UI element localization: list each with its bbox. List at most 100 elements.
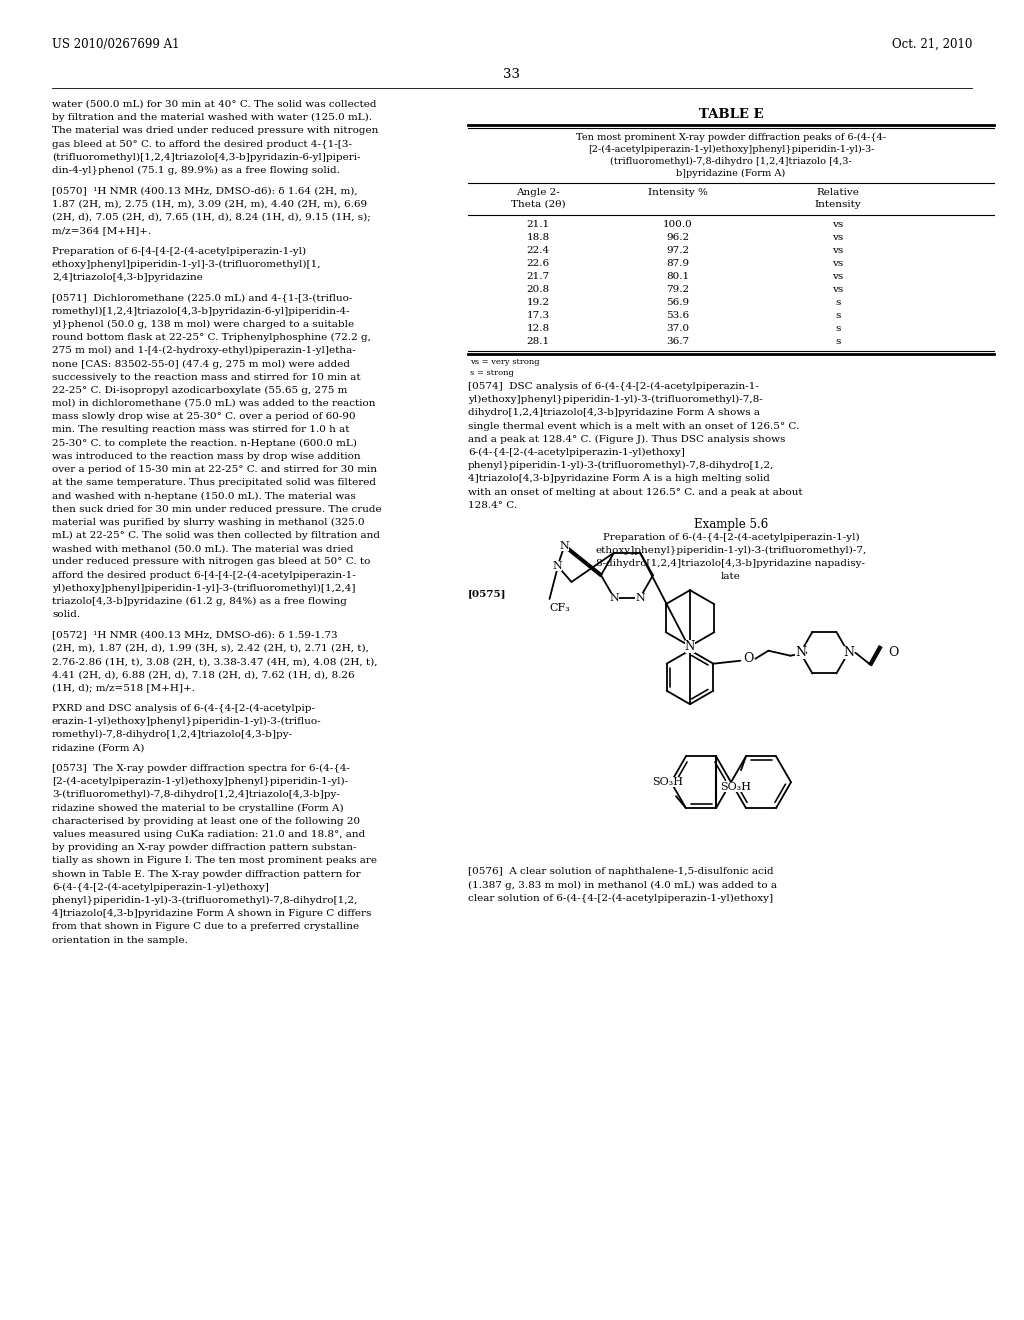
Text: romethyl)[1,2,4]triazolo[4,3-b]pyridazin-6-yl]piperidin-4-: romethyl)[1,2,4]triazolo[4,3-b]pyridazin… — [52, 306, 350, 315]
Text: 6-(4-{4-[2-(4-acetylpiperazin-1-yl)ethoxy]: 6-(4-{4-[2-(4-acetylpiperazin-1-yl)ethox… — [468, 447, 685, 457]
Text: vs: vs — [833, 285, 844, 294]
Text: s: s — [836, 337, 841, 346]
Text: Intensity %: Intensity % — [648, 187, 708, 197]
Text: 17.3: 17.3 — [526, 312, 550, 319]
Text: 6-(4-{4-[2-(4-acetylpiperazin-1-yl)ethoxy]: 6-(4-{4-[2-(4-acetylpiperazin-1-yl)ethox… — [52, 883, 269, 892]
Text: (trifluoromethyl)[1,2,4]triazolo[4,3-b]pyridazin-6-yl]piperi-: (trifluoromethyl)[1,2,4]triazolo[4,3-b]p… — [52, 153, 360, 162]
Text: 28.1: 28.1 — [526, 337, 550, 346]
Text: Preparation of 6-[4-[4-[2-(4-acetylpiperazin-1-yl): Preparation of 6-[4-[4-[2-(4-acetylpiper… — [52, 247, 306, 256]
Text: 22.6: 22.6 — [526, 259, 550, 268]
Text: washed with methanol (50.0 mL). The material was dried: washed with methanol (50.0 mL). The mate… — [52, 544, 353, 553]
Text: N: N — [685, 640, 695, 652]
Text: vs: vs — [833, 246, 844, 255]
Text: 53.6: 53.6 — [667, 312, 689, 319]
Text: [2-(4-acetylpiperazin-1-yl)ethoxy]phenyl}piperidin-1-yl)-: [2-(4-acetylpiperazin-1-yl)ethoxy]phenyl… — [52, 777, 348, 787]
Text: 8-dihydro[1,2,4]triazolo[4,3-b]pyridazine napadisy-: 8-dihydro[1,2,4]triazolo[4,3-b]pyridazin… — [597, 558, 865, 568]
Text: Theta (2θ): Theta (2θ) — [511, 201, 565, 209]
Text: min. The resulting reaction mass was stirred for 1.0 h at: min. The resulting reaction mass was sti… — [52, 425, 349, 434]
Text: [2-(4-acetylpiperazin-1-yl)ethoxy]phenyl}piperidin-1-yl)-3-: [2-(4-acetylpiperazin-1-yl)ethoxy]phenyl… — [588, 145, 874, 154]
Text: mass slowly drop wise at 25-30° C. over a period of 60-90: mass slowly drop wise at 25-30° C. over … — [52, 412, 355, 421]
Text: phenyl}piperidin-1-yl)-3-(trifluoromethyl)-7,8-dihydro[1,2,: phenyl}piperidin-1-yl)-3-(trifluoromethy… — [468, 461, 774, 470]
Text: then suck dried for 30 min under reduced pressure. The crude: then suck dried for 30 min under reduced… — [52, 504, 382, 513]
Text: (1.387 g, 3.83 m mol) in methanol (4.0 mL) was added to a: (1.387 g, 3.83 m mol) in methanol (4.0 m… — [468, 880, 777, 890]
Text: Oct. 21, 2010: Oct. 21, 2010 — [892, 38, 972, 51]
Text: 20.8: 20.8 — [526, 285, 550, 294]
Text: [0573]  The X-ray powder diffraction spectra for 6-(4-{4-: [0573] The X-ray powder diffraction spec… — [52, 764, 350, 774]
Text: 1.87 (2H, m), 2.75 (1H, m), 3.09 (2H, m), 4.40 (2H, m), 6.69: 1.87 (2H, m), 2.75 (1H, m), 3.09 (2H, m)… — [52, 199, 368, 209]
Text: 79.2: 79.2 — [667, 285, 689, 294]
Text: vs: vs — [833, 234, 844, 242]
Text: [0570]  ¹H NMR (400.13 MHz, DMSO-d6): δ 1.64 (2H, m),: [0570] ¹H NMR (400.13 MHz, DMSO-d6): δ 1… — [52, 186, 357, 195]
Text: (2H, d), 7.05 (2H, d), 7.65 (1H, d), 8.24 (1H, d), 9.15 (1H, s);: (2H, d), 7.05 (2H, d), 7.65 (1H, d), 8.2… — [52, 213, 371, 222]
Text: 22-25° C. Di-isopropyl azodicarboxylate (55.65 g, 275 m: 22-25° C. Di-isopropyl azodicarboxylate … — [52, 385, 347, 395]
Text: SO₃H: SO₃H — [721, 783, 752, 792]
Text: and a peak at 128.4° C. (Figure J). Thus DSC analysis shows: and a peak at 128.4° C. (Figure J). Thus… — [468, 434, 785, 444]
Text: none [CAS: 83502-55-0] (47.4 g, 275 m mol) were added: none [CAS: 83502-55-0] (47.4 g, 275 m mo… — [52, 359, 350, 368]
Text: tially as shown in Figure I. The ten most prominent peaks are: tially as shown in Figure I. The ten mos… — [52, 857, 377, 866]
Text: 2,4]triazolo[4,3-b]pyridazine: 2,4]triazolo[4,3-b]pyridazine — [52, 273, 203, 282]
Text: dihydro[1,2,4]triazolo[4,3-b]pyridazine Form A shows a: dihydro[1,2,4]triazolo[4,3-b]pyridazine … — [468, 408, 760, 417]
Text: 4]triazolo[4,3-b]pyridazine Form A shown in Figure C differs: 4]triazolo[4,3-b]pyridazine Form A shown… — [52, 909, 372, 919]
Text: [0575]: [0575] — [468, 589, 507, 598]
Text: (trifluoromethyl)-7,8-dihydro [1,2,4]triazolo [4,3-: (trifluoromethyl)-7,8-dihydro [1,2,4]tri… — [610, 157, 852, 166]
Text: O: O — [743, 652, 754, 665]
Text: triazolo[4,3-b]pyridazine (61.2 g, 84%) as a free flowing: triazolo[4,3-b]pyridazine (61.2 g, 84%) … — [52, 597, 347, 606]
Text: shown in Table E. The X-ray powder diffraction pattern for: shown in Table E. The X-ray powder diffr… — [52, 870, 360, 879]
Text: at the same temperature. Thus precipitated solid was filtered: at the same temperature. Thus precipitat… — [52, 478, 376, 487]
Text: O: O — [889, 647, 899, 659]
Text: Relative: Relative — [816, 187, 859, 197]
Text: 21.1: 21.1 — [526, 220, 550, 228]
Text: 96.2: 96.2 — [667, 234, 689, 242]
Text: 97.2: 97.2 — [667, 246, 689, 255]
Text: s: s — [836, 323, 841, 333]
Text: vs: vs — [833, 259, 844, 268]
Text: PXRD and DSC analysis of 6-(4-{4-[2-(4-acetylpip-: PXRD and DSC analysis of 6-(4-{4-[2-(4-a… — [52, 704, 315, 713]
Text: yl)ethoxy]phenyl]piperidin-1-yl]-3-(trifluoromethyl)[1,2,4]: yl)ethoxy]phenyl]piperidin-1-yl]-3-(trif… — [52, 583, 355, 593]
Text: 3-(trifluoromethyl)-7,8-dihydro[1,2,4]triazolo[4,3-b]py-: 3-(trifluoromethyl)-7,8-dihydro[1,2,4]tr… — [52, 791, 340, 800]
Text: N: N — [843, 647, 854, 659]
Text: 56.9: 56.9 — [667, 298, 689, 308]
Text: 33: 33 — [504, 69, 520, 81]
Text: ridazine showed the material to be crystalline (Form A): ridazine showed the material to be cryst… — [52, 804, 344, 813]
Text: ethoxy]phenyl]piperidin-1-yl]-3-(trifluoromethyl)[1,: ethoxy]phenyl]piperidin-1-yl]-3-(trifluo… — [52, 260, 322, 269]
Text: 25-30° C. to complete the reaction. n-Heptane (600.0 mL): 25-30° C. to complete the reaction. n-He… — [52, 438, 357, 447]
Text: round bottom flask at 22-25° C. Triphenylphosphine (72.2 g,: round bottom flask at 22-25° C. Tripheny… — [52, 333, 371, 342]
Text: mL) at 22-25° C. The solid was then collected by filtration and: mL) at 22-25° C. The solid was then coll… — [52, 531, 380, 540]
Text: by providing an X-ray powder diffraction pattern substan-: by providing an X-ray powder diffraction… — [52, 843, 356, 853]
Text: TABLE E: TABLE E — [698, 108, 763, 121]
Text: [0572]  ¹H NMR (400.13 MHz, DMSO-d6): δ 1.59-1.73: [0572] ¹H NMR (400.13 MHz, DMSO-d6): δ 1… — [52, 631, 338, 640]
Text: Ten most prominent X-ray powder diffraction peaks of 6-(4-{4-: Ten most prominent X-ray powder diffract… — [575, 133, 886, 143]
Text: clear solution of 6-(4-{4-[2-(4-acetylpiperazin-1-yl)ethoxy]: clear solution of 6-(4-{4-[2-(4-acetylpi… — [468, 894, 773, 903]
Text: 275 m mol) and 1-[4-(2-hydroxy-ethyl)piperazin-1-yl]etha-: 275 m mol) and 1-[4-(2-hydroxy-ethyl)pip… — [52, 346, 355, 355]
Text: 4]triazolo[4,3-b]pyridazine Form A is a high melting solid: 4]triazolo[4,3-b]pyridazine Form A is a … — [468, 474, 770, 483]
Text: yl}phenol (50.0 g, 138 m mol) were charged to a suitable: yl}phenol (50.0 g, 138 m mol) were charg… — [52, 319, 354, 329]
Text: (1H, d); m/z=518 [M+H]+.: (1H, d); m/z=518 [M+H]+. — [52, 684, 195, 693]
Text: water (500.0 mL) for 30 min at 40° C. The solid was collected: water (500.0 mL) for 30 min at 40° C. Th… — [52, 100, 377, 110]
Text: ethoxy]phenyl}piperidin-1-yl)-3-(trifluoromethyl)-7,: ethoxy]phenyl}piperidin-1-yl)-3-(trifluo… — [595, 546, 866, 556]
Text: [0571]  Dichloromethane (225.0 mL) and 4-{1-[3-(trifluo-: [0571] Dichloromethane (225.0 mL) and 4-… — [52, 293, 352, 302]
Text: 21.7: 21.7 — [526, 272, 550, 281]
Text: b]pyridazine (Form A): b]pyridazine (Form A) — [677, 169, 785, 178]
Text: 128.4° C.: 128.4° C. — [468, 500, 517, 510]
Text: 18.8: 18.8 — [526, 234, 550, 242]
Text: yl)ethoxy]phenyl}piperidin-1-yl)-3-(trifluoromethyl)-7,8-: yl)ethoxy]phenyl}piperidin-1-yl)-3-(trif… — [468, 395, 763, 404]
Text: The material was dried under reduced pressure with nitrogen: The material was dried under reduced pre… — [52, 127, 379, 136]
Text: romethyl)-7,8-dihydro[1,2,4]triazolo[4,3-b]py-: romethyl)-7,8-dihydro[1,2,4]triazolo[4,3… — [52, 730, 293, 739]
Text: ridazine (Form A): ridazine (Form A) — [52, 743, 144, 752]
Text: successively to the reaction mass and stirred for 10 min at: successively to the reaction mass and st… — [52, 372, 360, 381]
Text: was introduced to the reaction mass by drop wise addition: was introduced to the reaction mass by d… — [52, 451, 360, 461]
Text: 12.8: 12.8 — [526, 323, 550, 333]
Text: solid.: solid. — [52, 610, 80, 619]
Text: values measured using CuKa radiation: 21.0 and 18.8°, and: values measured using CuKa radiation: 21… — [52, 830, 366, 840]
Text: single thermal event which is a melt with an onset of 126.5° C.: single thermal event which is a melt wit… — [468, 421, 800, 430]
Text: material was purified by slurry washing in methanol (325.0: material was purified by slurry washing … — [52, 517, 365, 527]
Text: 2.76-2.86 (1H, t), 3.08 (2H, t), 3.38-3.47 (4H, m), 4.08 (2H, t),: 2.76-2.86 (1H, t), 3.08 (2H, t), 3.38-3.… — [52, 657, 378, 667]
Text: late: late — [721, 572, 741, 581]
Text: from that shown in Figure C due to a preferred crystalline: from that shown in Figure C due to a pre… — [52, 923, 359, 932]
Text: N: N — [609, 593, 618, 603]
Text: characterised by providing at least one of the following 20: characterised by providing at least one … — [52, 817, 360, 826]
Text: Angle 2-: Angle 2- — [516, 187, 560, 197]
Text: 100.0: 100.0 — [664, 220, 693, 228]
Text: 22.4: 22.4 — [526, 246, 550, 255]
Text: m/z=364 [M+H]+.: m/z=364 [M+H]+. — [52, 226, 152, 235]
